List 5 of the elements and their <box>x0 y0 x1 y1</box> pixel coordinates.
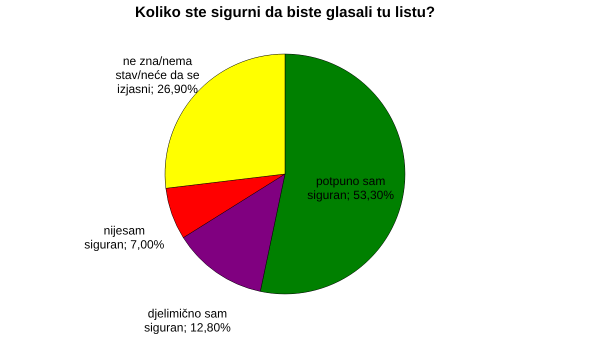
slice-label: potpuno sam siguran; 53,30% <box>307 174 394 202</box>
slice-label: ne zna/nema stav/neće da se izjasni; 26,90% <box>116 54 200 96</box>
chart-title: Koliko ste sigurni da biste glasali tu listu? <box>134 4 436 21</box>
slice-label: djelimično sam siguran; 12,80% <box>144 306 232 335</box>
slice-label: nijesam siguran; 7,00% <box>84 224 165 252</box>
